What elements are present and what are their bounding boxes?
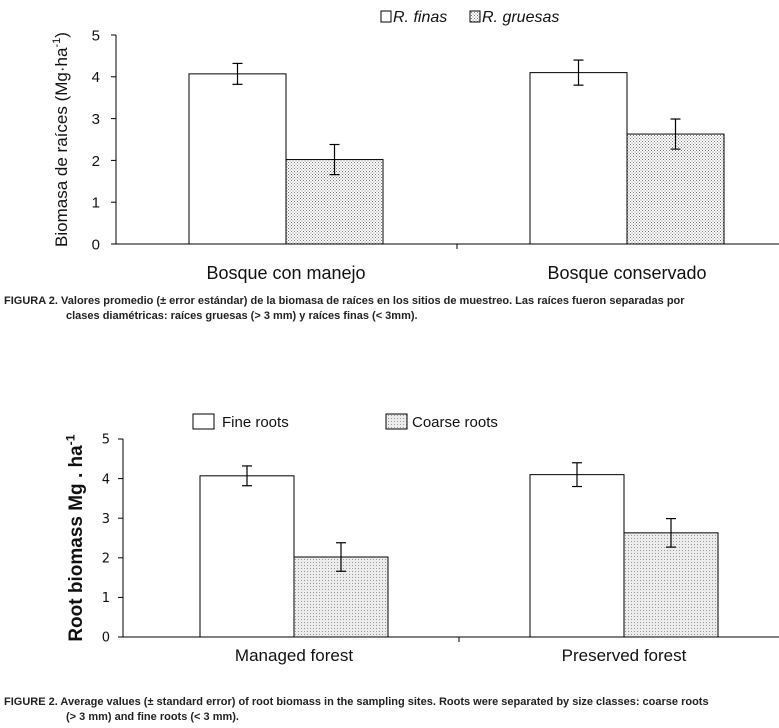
y-tick-label: 4 [92,69,100,86]
legend-label-coarse: Coarse roots [412,414,498,431]
y-axis-label-close: ) [52,32,71,38]
y-tick-label: 1 [102,591,110,606]
y-axis-label-text: Biomasa de raíces (Mg·ha [52,47,71,247]
y-tick-label: 3 [102,512,110,527]
y-tick-label: 1 [92,195,100,212]
caption-spanish-line1: FIGURA 2. Valores promedio (± error está… [4,295,685,307]
caption-spanish-line2: clases diamétricas: raíces gruesas (> 3 … [66,310,418,322]
y-axis-label-superscript: -1 [63,434,77,445]
y-axis-label: Biomasa de raíces (Mg·ha-1) [51,32,71,247]
x-category-label: Preserved forest [562,646,687,665]
y-axis-label-superscript: -1 [51,38,63,48]
y-tick-label: 0 [102,631,110,646]
y-axis-label: Root biomass Mg . ha-1 [63,434,87,641]
x-category-label: Bosque con manejo [206,263,365,283]
legend-label-fine: Fine roots [222,414,289,431]
legend-label-fine: R. finas [393,9,447,26]
chart-english: 0 1 2 3 4 5 Root biomass Mg . ha-1 Managed fore… [63,413,779,665]
y-axis-label-text: Root biomass Mg . ha [66,445,87,642]
legend-swatch-coarse [385,413,408,430]
y-tick-label: 2 [92,153,100,170]
bar-fine [529,474,625,638]
y-tick-label: 2 [102,551,110,566]
bar-coarse [293,556,389,638]
bar-coarse [623,532,719,638]
bar-coarse [626,133,725,245]
y-tick-label: 5 [92,27,100,44]
y-tick-label: 3 [92,111,100,128]
bar-fine [188,73,287,245]
caption-english: FIGURE 2. Average values (± standard err… [4,695,776,725]
legend-swatch-coarse [469,10,481,23]
y-tick-label: 4 [102,472,110,487]
y-tick-label: 5 [102,433,110,448]
legend-swatch-fine [380,10,392,23]
caption-english-line2: (> 3 mm) and fine roots (< 3 mm). [66,711,239,723]
caption-english-line1: FIGURE 2. Average values (± standard err… [4,696,709,708]
caption-spanish: FIGURA 2. Valores promedio (± error está… [4,294,776,324]
chart-spanish: 0 1 2 3 4 5 Biomasa de raíces (Mg·ha-1) Bosque … [51,9,779,283]
legend-swatch-fine [192,413,215,430]
x-category-label: Bosque conservado [547,263,706,283]
bar-fine [529,72,628,245]
y-tick-label: 0 [92,236,100,253]
legend-label-coarse: R. gruesas [482,9,559,26]
x-category-label: Managed forest [235,646,353,665]
bar-fine [199,475,295,638]
